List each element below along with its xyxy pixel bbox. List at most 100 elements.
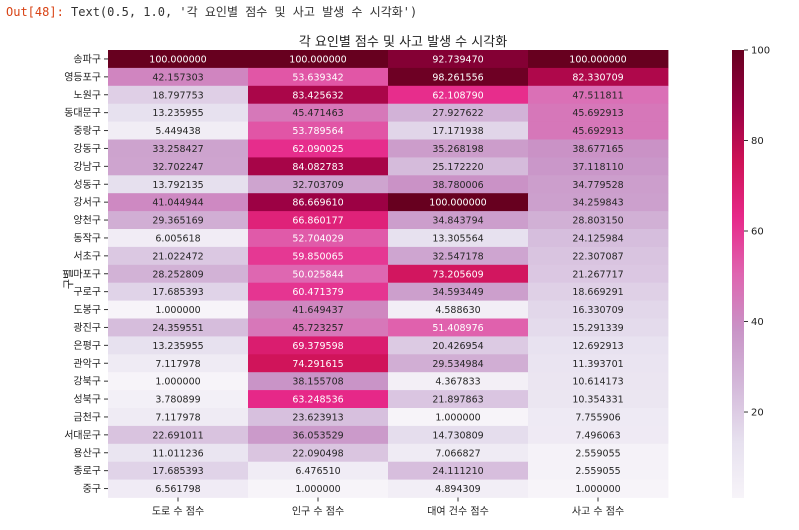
heatmap-cell	[388, 246, 529, 266]
cell-value-label: 32.702247	[152, 162, 203, 173]
heatmap-cell	[108, 175, 249, 194]
cell-value-label: 21.897863	[432, 395, 483, 406]
cell-value-label: 17.685393	[152, 287, 203, 298]
cell-value-label: 34.779528	[572, 180, 623, 191]
heatmap-cell	[528, 318, 669, 337]
chart-title: 각 요인별 점수 및 사고 발생 수 시각화	[299, 35, 507, 50]
cell-value-label: 5.449438	[155, 126, 200, 137]
heatmap-cell	[108, 246, 249, 266]
cell-value-label: 34.843794	[432, 216, 483, 227]
cell-value-label: 100.000000	[429, 198, 486, 209]
row-label: 성북구	[73, 394, 101, 406]
heatmap-cell	[388, 408, 529, 427]
cell-value-label: 50.025844	[292, 269, 343, 280]
heatmap-cell	[388, 211, 529, 230]
cell-value-label: 15.291339	[572, 323, 623, 334]
cell-value-label: 59.850065	[292, 251, 343, 262]
heatmap-cell	[528, 461, 669, 480]
row-label: 성동구	[73, 179, 101, 191]
cell-value-label: 17.685393	[152, 466, 203, 477]
heatmap-cell	[528, 246, 669, 266]
cell-value-label: 35.268198	[432, 144, 483, 155]
row-label: 강남구	[73, 161, 101, 173]
heatmap-cell	[388, 157, 529, 176]
heatmap-cell	[108, 443, 249, 463]
cell-value-label: 24.111210	[432, 466, 483, 477]
heatmap-cell	[108, 264, 249, 284]
cell-value-label: 45.692913	[572, 126, 623, 137]
cell-value-label: 20.426954	[432, 341, 483, 352]
cell-value-label: 33.258427	[152, 144, 203, 155]
cell-value-label: 7.066827	[435, 448, 480, 459]
heatmap-cell	[528, 175, 669, 194]
cell-value-label: 13.235955	[152, 341, 203, 352]
cell-value-label: 2.559055	[575, 448, 620, 459]
heatmap-cell	[388, 175, 529, 194]
cell-value-label: 10.354331	[572, 395, 623, 406]
cell-labels: 100.000000 100.000000 92.739470 100.000000 4…	[149, 54, 626, 495]
heatmap-cell	[108, 229, 249, 248]
cell-value-label: 51.408976	[432, 323, 483, 334]
heatmap-cell	[108, 461, 249, 480]
heatmap-cell	[388, 282, 529, 301]
heatmap-cell	[388, 85, 529, 105]
cell-value-label: 7.117978	[155, 412, 200, 423]
heatmap-cell	[248, 461, 389, 480]
cell-value-label: 98.261556	[432, 72, 483, 83]
cell-value-label: 28.803150	[572, 216, 623, 227]
cell-value-label: 84.082783	[292, 162, 343, 173]
cell-value-label: 1.000000	[575, 484, 620, 495]
cell-value-label: 14.730809	[432, 430, 483, 441]
cell-value-label: 69.379598	[292, 341, 343, 352]
heatmap-cell	[248, 67, 389, 87]
row-labels: 송파구영등포구노원구동대문구중랑구강동구강남구성동구강서구양천구동작구서초구마포…	[64, 53, 108, 495]
heatmap-cell	[528, 139, 669, 158]
heatmap-cell	[388, 300, 529, 319]
heatmap-cell	[108, 390, 249, 409]
heatmap-cell	[248, 121, 389, 140]
cell-value-label: 34.593449	[432, 287, 483, 298]
cell-value-label: 47.511811	[572, 90, 623, 101]
cell-value-label: 1.000000	[155, 305, 200, 316]
cell-value-label: 45.692913	[572, 108, 623, 119]
heatmap-cell	[248, 175, 389, 194]
heatmap-cell	[248, 390, 389, 409]
cell-value-label: 62.108790	[432, 90, 483, 101]
heatmap-cell	[248, 157, 389, 176]
cell-value-label: 32.703709	[292, 180, 343, 191]
heatmap-cell	[108, 139, 249, 158]
heatmap-cell	[528, 264, 669, 284]
heatmap-cell	[248, 193, 389, 212]
cell-value-label: 53.789564	[292, 126, 343, 137]
heatmap-cell	[108, 354, 249, 373]
heatmap-cell	[108, 425, 249, 445]
cell-value-label: 41.044944	[152, 198, 203, 209]
colorbar-tick-label: 20	[751, 408, 764, 419]
cell-value-label: 4.367833	[435, 377, 480, 388]
cell-value-label: 52.704029	[292, 233, 343, 244]
cell-value-label: 100.000000	[289, 54, 346, 65]
heatmap-cell	[248, 229, 389, 248]
cell-value-label: 63.248536	[292, 395, 343, 406]
heatmap-cell	[248, 103, 389, 122]
heatmap-cell	[388, 264, 529, 284]
cell-value-label: 73.205609	[432, 269, 483, 280]
heatmap-cell	[388, 336, 529, 355]
row-label: 관악구	[73, 358, 101, 370]
cell-value-label: 100.000000	[569, 54, 626, 65]
heatmap-cell	[248, 354, 389, 373]
heatmap-cell	[108, 408, 249, 427]
cell-value-label: 28.252809	[152, 269, 203, 280]
heatmap-cell	[388, 461, 529, 480]
output-prompt: Out[48]:	[6, 5, 64, 19]
colorbar	[732, 50, 744, 498]
y-axis-label: 구별	[62, 269, 75, 289]
cell-value-label: 38.155708	[292, 377, 343, 388]
row-label: 서초구	[73, 250, 101, 262]
cell-value-label: 11.011236	[152, 448, 203, 459]
cell-value-label: 16.330709	[572, 305, 623, 316]
cell-value-label: 13.792135	[152, 180, 203, 191]
heatmap-cell	[528, 336, 669, 355]
cell-value-label: 82.330709	[572, 72, 623, 83]
row-label: 노원구	[73, 89, 101, 101]
